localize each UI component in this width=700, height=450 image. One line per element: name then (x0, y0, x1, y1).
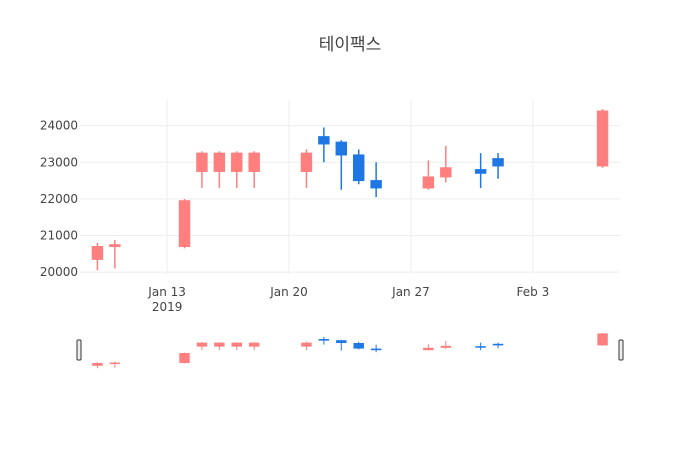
range-slider-handles[interactable] (76, 339, 624, 361)
candle-increasing[interactable] (231, 151, 243, 188)
slider-candle (353, 341, 364, 350)
slider-candle (214, 342, 225, 351)
candle-body (318, 136, 330, 145)
slider-candle-body (196, 342, 208, 347)
y-gridlines (80, 125, 620, 273)
slider-candle-body (92, 363, 103, 366)
y-tick-label: 22000 (40, 192, 78, 206)
slider-candle-body (370, 348, 382, 351)
candle-decreasing[interactable] (352, 149, 365, 185)
candle-body (231, 152, 243, 172)
slider-candle-body (423, 347, 434, 351)
slider-candle (336, 339, 347, 351)
candle-decreasing[interactable] (474, 153, 487, 188)
slider-candle-body (214, 342, 225, 347)
slider-candle (492, 342, 504, 349)
x-tick-label: Jan 27 (391, 285, 430, 299)
candle-decreasing[interactable] (492, 153, 504, 179)
candle-decreasing[interactable] (335, 140, 348, 190)
range-slider-left-handle[interactable] (76, 339, 82, 361)
x-tick-label: Feb 3 (517, 285, 550, 299)
candle-body (91, 246, 104, 260)
slider-candle (92, 362, 103, 369)
slider-candle (370, 344, 382, 353)
candle-increasing[interactable] (213, 151, 226, 188)
slider-candle (196, 342, 208, 351)
slider-candle (440, 341, 452, 349)
candle-body (370, 180, 382, 189)
slider-candle (301, 341, 312, 351)
y-tick-label: 24000 (40, 119, 78, 133)
candle-body (335, 141, 348, 156)
candle-body (422, 176, 435, 189)
y-axis-tick-labels: 20000 21000 22000 23000 24000 (40, 119, 78, 280)
candle-body (196, 152, 208, 172)
slider-candle-body (318, 339, 330, 341)
candle-decreasing[interactable] (318, 127, 330, 163)
candle-increasing[interactable] (596, 109, 609, 168)
slider-candle (475, 342, 486, 351)
chart-title: 테이팩스 (319, 35, 382, 55)
y-tick-label: 23000 (40, 155, 78, 169)
slider-candle-body (597, 333, 608, 346)
range-slider-candles (92, 333, 608, 369)
slider-candle (318, 337, 330, 345)
candle-body (109, 244, 121, 248)
slider-candle-body (179, 353, 190, 363)
x-tick-sublabel: 2019 (152, 300, 183, 314)
x-tick-label: Jan 13 (147, 285, 186, 299)
candle-increasing[interactable] (178, 198, 191, 249)
slider-candle-body (231, 342, 242, 347)
slider-candle-body (492, 343, 504, 346)
candle-body (474, 169, 487, 174)
candle-body (213, 152, 226, 172)
candle-decreasing[interactable] (370, 162, 382, 198)
slider-candle-body (109, 362, 121, 365)
candle-body (300, 152, 313, 172)
slider-candle-body (248, 342, 260, 347)
candle-body (178, 200, 191, 248)
slider-candle-body (475, 346, 486, 348)
candle-increasing[interactable] (300, 149, 313, 188)
y-tick-label: 20000 (40, 265, 78, 279)
slider-candle (179, 352, 190, 364)
candle-increasing[interactable] (248, 151, 260, 188)
slider-candle (597, 333, 608, 346)
candle-increasing[interactable] (440, 145, 452, 183)
candles[interactable] (91, 109, 609, 271)
candle-body (352, 154, 365, 182)
slider-candle-body (353, 343, 364, 349)
candle-increasing[interactable] (422, 160, 435, 190)
candle-body (248, 152, 260, 172)
slider-candle (231, 342, 242, 351)
x-gridlines (166, 100, 534, 274)
candle-increasing[interactable] (196, 151, 208, 188)
x-tick-label: Jan 20 (269, 285, 308, 299)
candle-body (440, 167, 452, 178)
candle-body (596, 110, 609, 167)
range-slider[interactable] (76, 333, 624, 369)
range-slider-right-handle[interactable] (618, 339, 624, 361)
slider-candle-body (301, 342, 312, 347)
slider-candle (109, 361, 121, 368)
candle-body (492, 158, 504, 167)
slider-candle-body (336, 340, 347, 343)
slider-candle (423, 344, 434, 351)
candle-increasing[interactable] (109, 239, 121, 269)
slider-candle-body (440, 345, 452, 348)
y-tick-label: 21000 (40, 229, 78, 243)
slider-candle (248, 342, 260, 351)
candle-increasing[interactable] (91, 242, 104, 271)
